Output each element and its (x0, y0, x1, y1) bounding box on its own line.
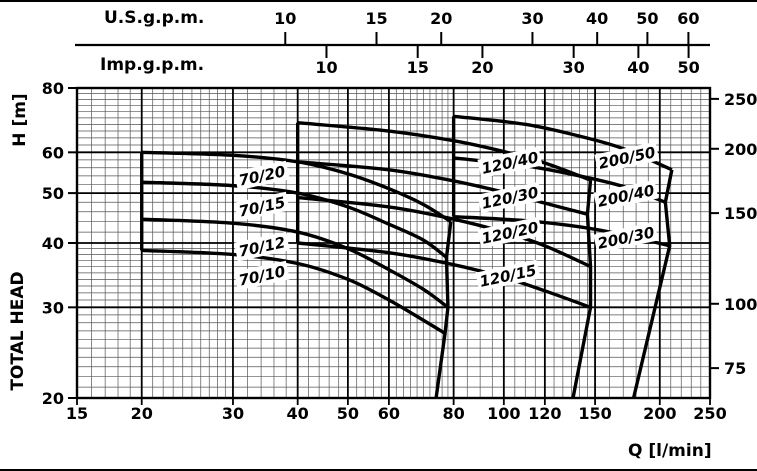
us-gpm-tick-label: 10 (274, 9, 296, 28)
curve-label-bg (233, 191, 290, 222)
max-flow-envelope-200 (631, 169, 674, 399)
us-gpm-tick-label: 20 (430, 9, 452, 28)
y-tick-label: 20 (42, 389, 64, 408)
us-gpm-tick-label: 15 (365, 9, 387, 28)
flow-axis-title: Q [l/min] (628, 441, 712, 461)
imp-gpm-tick-label: 30 (563, 58, 585, 77)
x-tick-label: 30 (222, 404, 244, 423)
curve-label-bg (233, 260, 290, 291)
imp-gpm-tick-label: 10 (315, 58, 337, 77)
us-gpm-tick-label: 60 (677, 9, 699, 28)
right-tick-label: 75 (724, 359, 746, 378)
page-top-border (0, 0, 757, 2)
pump-curve-120-15 (297, 241, 592, 309)
x-tick-label: 60 (378, 404, 400, 423)
curve-label: 70/20 (237, 162, 287, 189)
pump-curve-120-40 (297, 121, 592, 182)
x-tick-label: 50 (337, 404, 359, 423)
y-tick-label: 80 (42, 79, 64, 98)
head-axis-title: H [m] (10, 93, 30, 147)
curve-label-bg (477, 146, 543, 179)
x-tick-label: 40 (287, 404, 309, 423)
imp-gpm-tick-label: 40 (627, 58, 649, 77)
curve-label-bg (233, 231, 290, 262)
x-tick-label: 250 (693, 404, 726, 423)
page-bottom-border (0, 469, 757, 471)
x-tick-label: 15 (66, 404, 88, 423)
y-tick-label: 50 (42, 184, 64, 203)
imp-gpm-tick-label: 20 (471, 58, 493, 77)
curve-label-bg (233, 160, 290, 191)
curve-label-bg (593, 221, 659, 254)
x-tick-label: 120 (528, 404, 561, 423)
right-tick-label: 200 (724, 140, 757, 159)
y-tick-label: 30 (42, 298, 64, 317)
x-tick-label: 100 (487, 404, 520, 423)
curve-label: 70/15 (237, 193, 287, 220)
pump-curve-70-10 (141, 248, 446, 335)
curve-label-bg (593, 179, 659, 212)
y-tick-label: 40 (42, 234, 64, 253)
x-tick-label: 80 (443, 404, 465, 423)
imp-gpm-tick-label: 15 (407, 58, 429, 77)
imp-gpm-tick-label: 50 (677, 58, 699, 77)
y-tick-label: 60 (42, 143, 64, 162)
x-tick-label: 200 (643, 404, 676, 423)
imp-gpm-axis-title: Imp.g.p.m. (100, 55, 205, 75)
curve-label-bg (594, 141, 660, 174)
right-tick-label: 150 (724, 204, 757, 223)
right-tick-label: 100 (724, 295, 757, 314)
us-gpm-tick-label: 50 (636, 9, 658, 28)
pump-curve-70-20 (141, 150, 452, 224)
curve-label-bg (477, 181, 543, 214)
curve-label-group: 70/15 (233, 191, 290, 222)
curve-label-bg (477, 216, 543, 249)
pump-curve-120-20 (297, 195, 592, 269)
max-flow-envelope-70 (434, 221, 453, 399)
curve-label-group: 70/20 (233, 160, 290, 191)
us-gpm-tick-label: 30 (521, 9, 543, 28)
curve-label-bg (475, 259, 541, 292)
curve-label-group: 120/30 (477, 181, 543, 214)
us-gpm-axis-title: U.S.g.p.m. (104, 8, 205, 28)
x-tick-label: 150 (578, 404, 611, 423)
us-gpm-tick-label: 40 (586, 9, 608, 28)
x-tick-label: 20 (131, 404, 153, 423)
pump-curve-120-30 (297, 160, 588, 216)
right-tick-label: 250 (724, 90, 757, 109)
pump-curve-70-15 (141, 180, 448, 259)
curve-label-group: 200/50 (594, 141, 660, 174)
total-head-axis-title: TOTAL HEAD (8, 271, 28, 391)
